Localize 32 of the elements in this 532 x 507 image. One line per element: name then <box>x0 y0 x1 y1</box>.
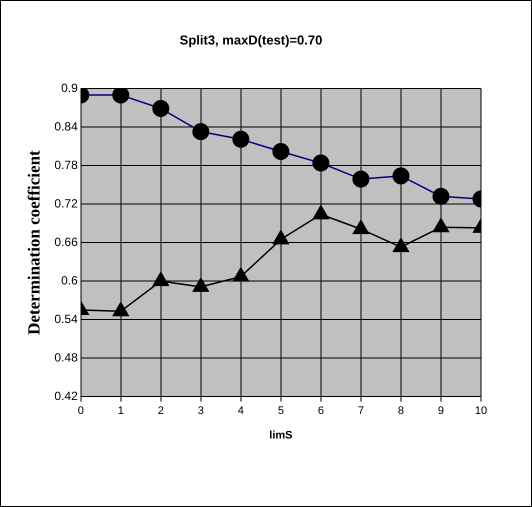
y-tick-label: 0.54 <box>54 312 78 326</box>
point <box>432 218 450 232</box>
point <box>152 272 170 286</box>
y-tick-label: 0.48 <box>54 350 78 364</box>
x-axis-title: limS <box>269 429 292 442</box>
x-tick-label: 10 <box>474 405 488 418</box>
x-tick-label: 8 <box>398 405 404 418</box>
y-tick-label: 0.66 <box>54 234 78 249</box>
x-tick-label: 2 <box>158 405 164 418</box>
y-axis-title: Determination coefficient <box>24 150 44 335</box>
point <box>352 220 370 234</box>
y-tick-label: 0.78 <box>54 158 78 172</box>
x-tick-label: 7 <box>358 405 364 418</box>
point <box>312 204 330 220</box>
x-tick-label: 3 <box>198 405 204 418</box>
x-tick-label: 9 <box>438 405 444 418</box>
point <box>192 277 210 292</box>
y-tick-label: 0.6 <box>61 273 78 288</box>
y-tick-label: 0.72 <box>54 196 78 210</box>
point <box>112 302 130 316</box>
x-tick-label: 0 <box>78 405 84 418</box>
x-tick-label: 5 <box>278 405 284 418</box>
point <box>272 230 290 244</box>
chart-title: Split3, maxD(test)=0.70 <box>180 32 322 48</box>
point <box>232 267 250 282</box>
y-tick-label: 0.9 <box>61 80 78 95</box>
point <box>392 238 410 252</box>
y-tick-label: 0.42 <box>54 388 78 403</box>
x-tick-label: 1 <box>118 405 124 418</box>
x-tick-label: 6 <box>318 405 324 418</box>
y-tick-label: 0.84 <box>54 119 78 134</box>
x-tick-label: 4 <box>238 405 244 418</box>
